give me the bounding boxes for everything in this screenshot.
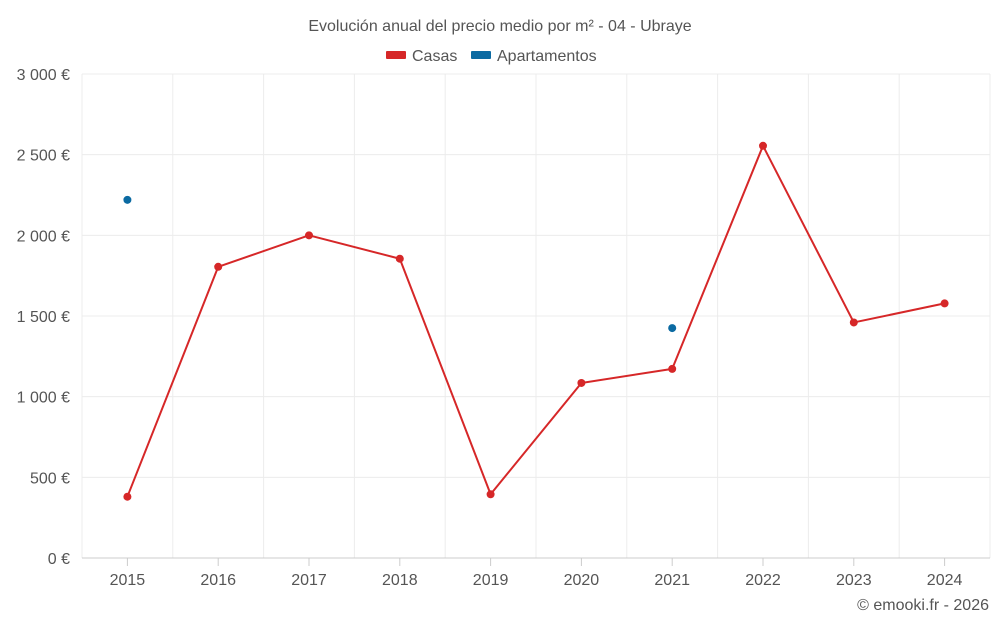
legend-swatch-apartamentos [471, 51, 491, 59]
legend-label-casas: Casas [412, 48, 457, 65]
legend-label-apartamentos: Apartamentos [497, 48, 597, 65]
legend: Casas Apartamentos [386, 48, 597, 65]
data-point-casas[interactable] [486, 490, 495, 499]
legend-item-casas[interactable]: Casas [386, 48, 457, 65]
series-casas [123, 141, 949, 501]
x-tick-label: 2019 [473, 572, 509, 589]
axes [82, 557, 990, 566]
legend-swatch-casas [386, 51, 406, 59]
x-tick-label: 2017 [291, 572, 327, 589]
data-point-casas[interactable] [849, 318, 858, 327]
series-apartamentos [123, 195, 677, 333]
data-point-casas[interactable] [759, 141, 767, 150]
tick-labels: 0 € 500 € 1 000 € 1 500 € 2 000 € 2 500 € 3 00… [17, 67, 963, 589]
x-tick-label: 2024 [927, 572, 963, 589]
credit-text: © emooki.fr - 2026 [857, 597, 989, 614]
legend-item-apartamentos[interactable]: Apartamentos [471, 48, 597, 65]
grid [81, 73, 991, 559]
data-point-apartamentos[interactable] [123, 195, 132, 204]
data-point-casas[interactable] [668, 364, 677, 373]
x-tick-label: 2021 [654, 572, 690, 589]
x-tick-label: 2015 [110, 572, 146, 589]
data-point-casas[interactable] [577, 378, 586, 387]
y-tick-label: 3 000 € [17, 67, 70, 84]
y-tick-label: 500 € [30, 470, 70, 487]
data-point-casas[interactable] [305, 231, 313, 240]
y-tick-label: 1 000 € [17, 390, 70, 407]
y-tick-label: 2 500 € [17, 148, 70, 165]
x-tick-label: 2016 [200, 572, 236, 589]
data-point-casas[interactable] [123, 492, 132, 501]
series-layer [123, 141, 949, 501]
y-tick-label: 1 500 € [17, 309, 70, 326]
y-tick-label: 2 000 € [17, 228, 70, 245]
data-point-casas[interactable] [395, 254, 404, 263]
data-point-casas[interactable] [940, 299, 949, 308]
series-line-casas [126, 144, 946, 498]
x-tick-label: 2023 [836, 572, 872, 589]
x-tick-label: 2022 [745, 572, 781, 589]
chart-title: Evolución anual del precio medio por m² … [308, 18, 691, 35]
x-tick-label: 2018 [382, 572, 418, 589]
data-point-casas[interactable] [214, 262, 223, 271]
y-tick-label: 0 € [48, 551, 70, 568]
data-point-apartamentos[interactable] [668, 324, 677, 333]
x-tick-label: 2020 [564, 572, 600, 589]
